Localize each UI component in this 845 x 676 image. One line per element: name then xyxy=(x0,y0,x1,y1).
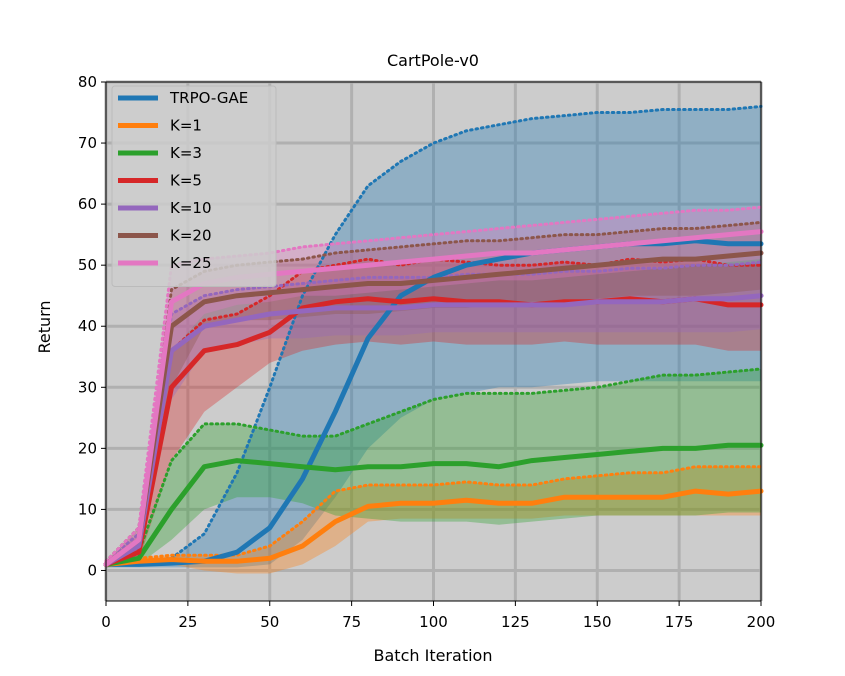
x-tick-label: 175 xyxy=(665,613,694,631)
legend-label-k-3: K=3 xyxy=(170,144,202,162)
legend-label-k-20: K=20 xyxy=(170,227,212,245)
legend-label-k-10: K=10 xyxy=(170,199,212,217)
y-tick-label: 70 xyxy=(78,134,97,152)
chart-title: CartPole-v0 xyxy=(387,51,479,70)
line-k-20 xyxy=(103,250,764,567)
x-tick-label: 75 xyxy=(342,613,361,631)
x-axis-label: Batch Iteration xyxy=(374,646,493,665)
x-tick-label: 150 xyxy=(583,613,612,631)
line-k-3 xyxy=(103,442,764,567)
legend-label-k-1: K=1 xyxy=(170,117,202,135)
band-k-10 xyxy=(106,262,761,568)
y-tick-label: 50 xyxy=(78,256,97,274)
x-tick-label: 25 xyxy=(178,613,197,631)
upper-k-5 xyxy=(104,257,763,563)
x-tick-label: 50 xyxy=(260,613,279,631)
series-bounds xyxy=(104,104,763,563)
x-tick-label: 0 xyxy=(101,613,111,631)
band-trpo-gae xyxy=(106,106,761,568)
y-tick-label: 10 xyxy=(78,500,97,518)
grid xyxy=(104,80,763,601)
upper-trpo-gae xyxy=(104,104,763,563)
upper-k-25 xyxy=(104,205,763,563)
y-tick-label: 80 xyxy=(78,73,97,91)
y-tick-label: 40 xyxy=(78,317,97,335)
legend-label-trpo-gae: TRPO-GAE xyxy=(169,89,248,107)
y-tick-label: 20 xyxy=(78,439,97,457)
x-tick-label: 125 xyxy=(501,613,530,631)
band-k-3 xyxy=(106,369,761,568)
y-tick-label: 0 xyxy=(87,561,97,579)
line-k-10 xyxy=(103,293,764,567)
y-axis-ticks: 0 10 20 30 40 50 60 70 80 xyxy=(78,73,106,579)
band-k-20 xyxy=(106,222,761,568)
legend-label-k-25: K=25 xyxy=(170,254,212,272)
x-axis-ticks: 0 25 50 75 100 125 150 175 200 xyxy=(101,601,775,631)
legend: TRPO-GAE K=1 K=3 K=5 K=10 K=20 K=25 xyxy=(111,85,277,287)
upper-k-3 xyxy=(104,367,763,563)
x-tick-label: 100 xyxy=(419,613,448,631)
legend-label-k-5: K=5 xyxy=(170,172,202,190)
band-k-5 xyxy=(106,259,761,568)
x-tick-label: 200 xyxy=(747,613,776,631)
line-k-1 xyxy=(103,488,764,567)
y-tick-label: 30 xyxy=(78,378,97,396)
y-tick-label: 60 xyxy=(78,195,97,213)
upper-k-1 xyxy=(104,465,763,563)
y-axis-label: Return xyxy=(35,300,54,353)
